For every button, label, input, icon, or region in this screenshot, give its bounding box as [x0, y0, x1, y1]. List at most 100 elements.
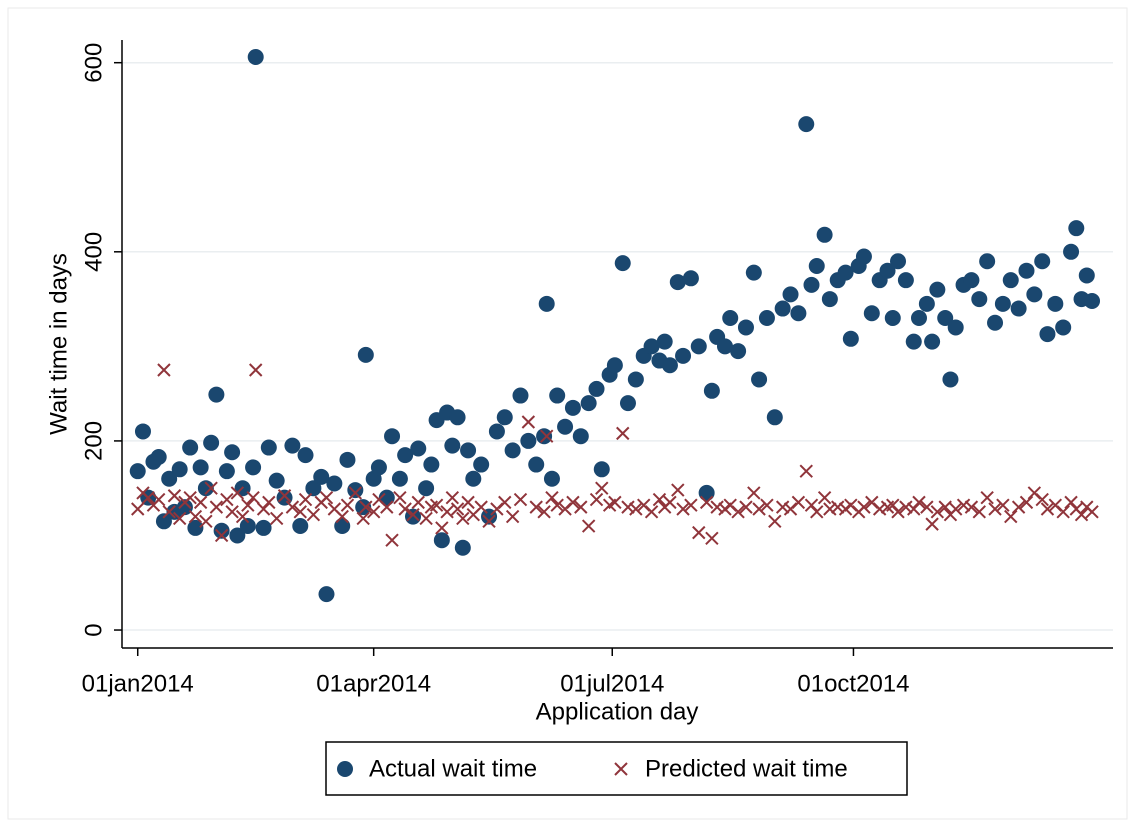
- point: [440, 505, 454, 519]
- point: [318, 586, 335, 603]
- point: [298, 492, 313, 507]
- point: [1055, 319, 1072, 336]
- point: [461, 495, 475, 510]
- point: [224, 444, 241, 461]
- point: [512, 387, 529, 404]
- point: [751, 371, 768, 388]
- point: [614, 255, 631, 272]
- point: [513, 492, 528, 507]
- point: [942, 371, 959, 388]
- point: [731, 505, 745, 519]
- frame: [7, 7, 1128, 820]
- point: [528, 456, 545, 473]
- point: [293, 505, 307, 519]
- point: [1019, 495, 1034, 510]
- point: [213, 522, 230, 539]
- point: [444, 437, 461, 454]
- point: [1039, 326, 1056, 343]
- point: [1004, 509, 1018, 524]
- point: [340, 498, 355, 512]
- point: [899, 500, 913, 514]
- point: [172, 511, 187, 526]
- point: [473, 456, 490, 473]
- point: [963, 272, 980, 289]
- point: [855, 248, 872, 265]
- point: [1026, 286, 1043, 303]
- point: [549, 387, 566, 404]
- point: [230, 486, 245, 500]
- point: [925, 517, 939, 531]
- point: [393, 490, 407, 505]
- point: [157, 363, 171, 377]
- x-tick-label: 01jan2014: [82, 670, 194, 697]
- point: [580, 395, 597, 412]
- point: [536, 428, 553, 445]
- point: [268, 472, 285, 489]
- point: [816, 226, 833, 243]
- point: [334, 518, 351, 535]
- point: [994, 295, 1011, 312]
- point: [419, 511, 433, 526]
- point: [292, 518, 309, 535]
- point: [199, 514, 213, 529]
- point: [171, 461, 188, 478]
- point: [151, 492, 166, 507]
- point: [449, 409, 466, 426]
- point: [450, 502, 465, 516]
- point: [193, 495, 208, 510]
- point: [758, 309, 775, 326]
- point: [1018, 262, 1035, 279]
- point: [167, 489, 182, 503]
- legend-marker: [337, 761, 353, 777]
- point: [183, 490, 197, 505]
- point: [474, 500, 488, 514]
- point: [482, 514, 496, 529]
- point: [208, 386, 225, 403]
- point: [782, 286, 799, 303]
- point: [808, 257, 825, 274]
- point: [956, 498, 971, 512]
- point: [938, 500, 952, 514]
- point: [857, 500, 871, 514]
- point: [229, 527, 246, 544]
- point: [220, 492, 234, 507]
- point: [155, 513, 172, 530]
- point: [656, 333, 673, 350]
- point: [1034, 253, 1051, 270]
- point: [150, 448, 167, 465]
- point: [276, 489, 293, 506]
- point: [1074, 507, 1089, 522]
- point: [661, 357, 678, 374]
- point: [996, 498, 1010, 512]
- point: [255, 519, 272, 536]
- point: [521, 415, 536, 429]
- point: [987, 314, 1004, 331]
- point: [435, 521, 449, 535]
- point: [239, 518, 256, 535]
- point: [705, 531, 719, 546]
- point: [643, 338, 660, 355]
- point: [710, 500, 724, 514]
- point: [384, 428, 401, 445]
- point: [411, 495, 425, 510]
- point: [745, 264, 762, 281]
- point: [209, 500, 224, 514]
- point: [433, 532, 450, 549]
- point: [671, 483, 685, 497]
- point: [454, 539, 471, 556]
- point: [703, 382, 720, 399]
- point: [335, 509, 349, 524]
- point: [684, 498, 698, 512]
- point: [768, 514, 782, 529]
- point: [682, 270, 699, 287]
- point: [964, 500, 979, 514]
- point: [297, 447, 314, 464]
- point: [606, 357, 623, 374]
- point: [760, 498, 774, 512]
- point: [348, 486, 363, 500]
- point: [347, 482, 364, 499]
- x-tick-label: 01apr2014: [316, 670, 431, 697]
- x-axis-title: Application day: [536, 698, 699, 725]
- point: [619, 395, 636, 412]
